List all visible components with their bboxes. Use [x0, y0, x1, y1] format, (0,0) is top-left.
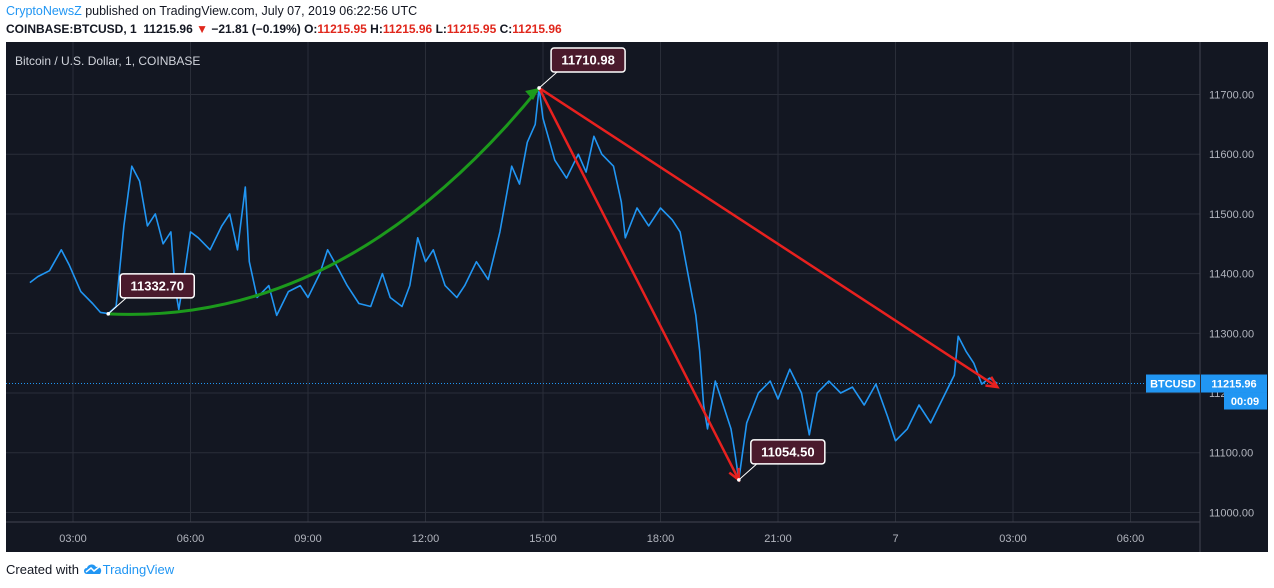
tradingview-link[interactable]: TradingView	[102, 562, 175, 577]
price-change: −21.81 (−0.19%)	[211, 22, 301, 36]
published-text: published on TradingView.com, July 07, 2…	[85, 4, 418, 18]
countdown-tag	[1224, 392, 1267, 410]
x-tick-label: 18:00	[647, 533, 675, 545]
x-tick-label: 06:00	[1117, 533, 1145, 545]
last-price-value: 11215.96	[1211, 379, 1256, 391]
open-value: 11215.95	[317, 22, 367, 36]
x-tick-label: 03:00	[59, 533, 87, 545]
green-trend-curve	[108, 87, 541, 316]
footer: Created with TradingView	[6, 562, 174, 577]
x-tick-label: 7	[892, 533, 898, 545]
high-label: H:	[370, 22, 383, 36]
callout-box	[550, 47, 626, 73]
green-arrowhead	[525, 87, 540, 100]
price-tags: BTCUSD 11215.96 00:09	[1146, 374, 1267, 410]
symbol-label: COINBASE:BTCUSD, 1	[6, 22, 137, 36]
publisher-link[interactable]: CryptoNewsZ	[6, 4, 82, 18]
x-tick-label: 03:00	[999, 533, 1027, 545]
callout-anchor-dot	[106, 312, 111, 316]
x-tick-label: 12:00	[412, 533, 440, 545]
callout-leader	[538, 71, 558, 89]
callout-label: 11054.50	[761, 444, 815, 459]
down-arrow-icon: ▼	[196, 22, 208, 36]
low-value: 11215.95	[446, 22, 497, 36]
price-line	[29, 87, 998, 481]
price-axis-background	[1200, 42, 1268, 552]
created-with-text: Created with	[6, 562, 79, 577]
x-tick-label: 21:00	[764, 533, 792, 545]
series-name-tag	[1146, 374, 1200, 393]
annotation-layer: 11332.70 11710.98 11054.50	[106, 47, 1000, 483]
y-tick-label: 11300.00	[1209, 328, 1254, 340]
ohlc-bar: COINBASE:BTCUSD, 1 11215.96 ▼ −21.81 (−0…	[6, 22, 562, 36]
publish-info: CryptoNewsZ published on TradingView.com…	[6, 4, 417, 18]
callout-box	[119, 273, 195, 299]
callout-label: 11710.98	[561, 52, 615, 67]
tradingview-cloud-icon	[83, 564, 101, 574]
chart-background	[6, 42, 1268, 552]
series-layer	[29, 87, 998, 481]
high-value: 11215.96	[382, 22, 433, 36]
y-tick-label: 11000.00	[1209, 507, 1254, 519]
chart-title: Bitcoin / U.S. Dollar, 1, COINBASE	[15, 54, 200, 68]
callout-anchor-dot	[737, 478, 741, 482]
last-price: 11215.96	[143, 22, 193, 36]
red-trend-line	[537, 87, 740, 481]
y-tick-label: 11700.00	[1209, 90, 1254, 102]
y-tick-label: 11100.00	[1209, 448, 1253, 460]
y-tick-label: 11500.00	[1209, 209, 1254, 221]
callout-leader	[107, 297, 127, 315]
x-tick-label: 06:00	[177, 533, 205, 545]
y-tick-label: 11600.00	[1209, 149, 1254, 161]
y-tick-label: 11400.00	[1209, 269, 1254, 281]
red-arrowhead	[985, 376, 1000, 389]
callout-anchor-dot	[537, 86, 541, 90]
close-value: 11215.96	[512, 22, 562, 36]
countdown-value: 00:09	[1231, 396, 1259, 408]
red-trend-line	[538, 86, 999, 389]
series-name-label: BTCUSD	[1150, 379, 1196, 391]
x-tick-label: 09:00	[294, 533, 322, 545]
callout-box	[750, 439, 826, 465]
x-tick-label: 15:00	[529, 533, 557, 545]
open-label: O:	[304, 22, 318, 36]
callout-label: 11332.70	[130, 278, 184, 293]
low-label: L:	[435, 22, 447, 36]
close-label: C:	[499, 22, 513, 36]
last-price-tag	[1201, 374, 1267, 393]
callout-leader	[738, 463, 758, 481]
